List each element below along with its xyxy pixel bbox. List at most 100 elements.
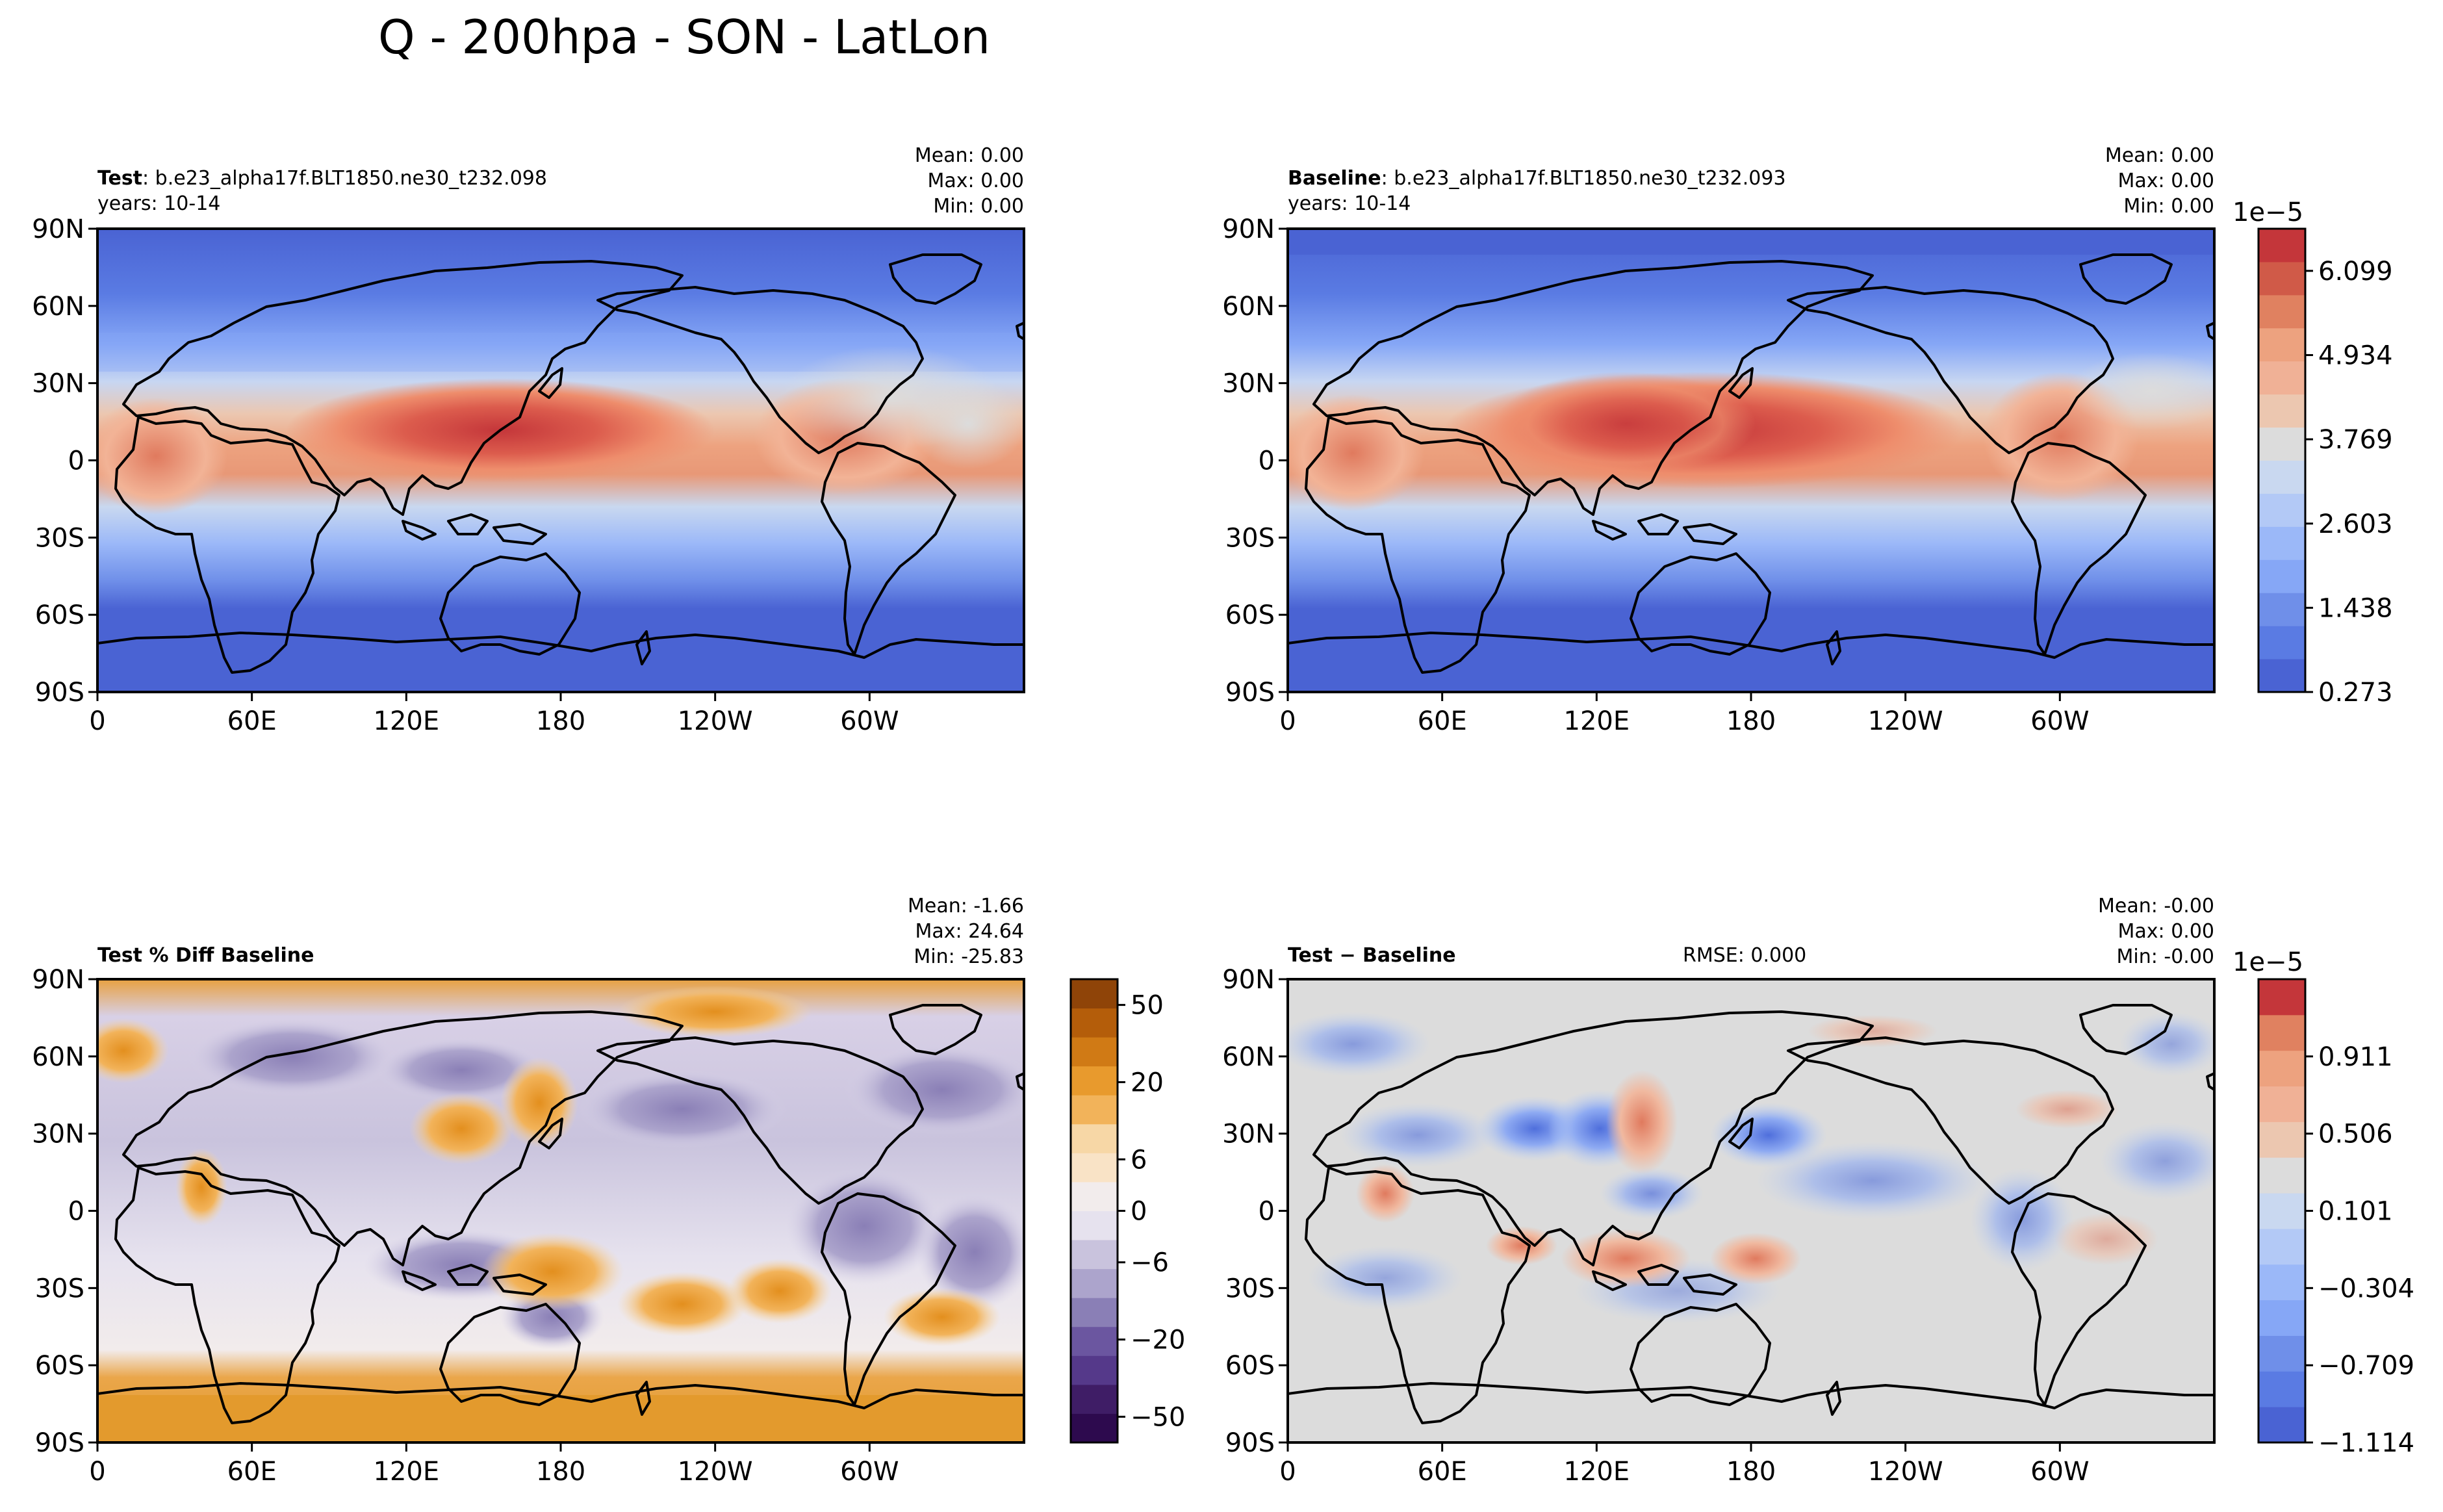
panel-pct-diff: Test % Diff Baseline Mean: -1.66 Max: 24… [32,895,1185,1487]
x-tick-label: 60E [1418,706,1467,736]
panel-test: Test: b.e23_alpha17f.BLT1850.ne30_t232.0… [32,144,1025,736]
y-tick-label: 0 [68,446,84,476]
x-tick-label: 120E [1564,706,1630,736]
colorbar-frame [2257,227,2307,693]
colorbar-segment [1071,1037,1118,1067]
colorbar-segment [2258,1157,2305,1194]
x-tick-label: 0 [1279,1457,1296,1487]
y-tick-label: 90N [32,965,84,995]
colorbar-tick-label: 0.101 [2318,1197,2393,1227]
colorbar-segment [2258,361,2305,395]
rmse-label: RMSE: 0.000 [1683,944,1806,967]
panel-title-bold: Baseline [1288,167,1381,190]
colorbar-segment [1071,979,1118,1009]
colorbar-tick-label: 20 [1131,1068,1164,1097]
colorbar: 6.099 4.934 3.769 2.603 1.438 0.273 [2257,227,2393,708]
colorbar-segment [1071,1298,1118,1327]
colorbar-segment [2258,394,2305,428]
colorbar-tick-label: −0.304 [2318,1274,2414,1303]
colorbar-tick-label: 2.603 [2318,509,2393,539]
x-tick-label: 60W [840,1457,899,1487]
stat-max: Max: 0.00 [928,170,1024,192]
x-tick-label: 120E [374,1457,440,1487]
x-tick-label: 0 [1279,706,1296,736]
colorbar-tick-label: 0.506 [2318,1120,2393,1149]
x-tick-label: 0 [89,706,105,736]
map-field [97,229,1024,692]
panel-abs-diff: Test − Baseline RMSE: 0.000 Mean: -0.00 … [1222,895,2414,1487]
colorbar: 0.911 0.506 0.101 −0.304 −0.709 −1.114 [2257,978,2414,1458]
colorbar-segment [2258,1407,2305,1443]
y-tick-label: 60S [1225,600,1275,630]
map-field [1288,979,2214,1442]
y-tick-label: 90N [1222,214,1275,244]
y-tick-label: 90N [1222,965,1275,995]
y-tick-label: 30S [1225,523,1275,553]
colorbar-segment [1071,1095,1118,1125]
y-tick-label: 30N [1222,369,1275,399]
colorbar-segment [1071,1153,1118,1183]
y-tick-label: 30N [1222,1120,1275,1149]
colorbar-tick-label: −50 [1131,1402,1185,1432]
stat-min: Min: -25.83 [914,945,1024,968]
colorbar-segment [2258,229,2305,263]
colorbar-segment [2258,1335,2305,1372]
colorbar-segment [1071,1413,1118,1443]
panel-title-case: : b.e23_alpha17f.BLT1850.ne30_t232.098 [142,167,547,190]
x-tick-label: 180 [1726,1457,1776,1487]
y-tick-label: 60N [32,292,84,322]
stat-mean: Mean: -0.00 [2098,895,2214,917]
x-tick-label: 60W [2030,1457,2089,1487]
y-tick-label: 60N [1222,1042,1275,1072]
panel-title-bold: Test [97,167,142,190]
y-tick-label: 90S [35,678,84,708]
stat-max: Max: 0.00 [2118,170,2214,192]
colorbar-segment [2258,460,2305,494]
panel-subtitle: years: 10-14 [97,192,220,215]
x-tick-label: 60E [1418,1457,1467,1487]
colorbar-segment [1071,1240,1118,1270]
colorbar-segment [2258,1193,2305,1229]
colorbar: 50 20 6 0 −6 −20 −50 [1069,978,1185,1444]
axis-ticks: 0 60E 120E 180 120W 60W 90N 60N 30N 0 30S 60S 90S [32,965,899,1487]
colorbar-tick-label: 6 [1131,1145,1147,1175]
axis-ticks: 0 60E 120E 180 120W 60W 90N 60N 30N 0 30S 60S 90S [32,214,899,736]
colorbar-segment [1071,1123,1118,1153]
x-tick-label: 60E [227,1457,277,1487]
colorbar-tick-label: 3.769 [2318,425,2393,455]
colorbar-segment [2258,626,2305,660]
figure-title: Q - 200hpa - SON - LatLon [378,10,990,64]
colorbar-tick-label: 0.911 [2318,1042,2393,1072]
colorbar-segment [2258,261,2305,296]
stat-min: Min: 0.00 [933,195,1024,218]
x-tick-label: 180 [1726,706,1776,736]
colorbar-segment [1071,1211,1118,1240]
colorbar-segment [2258,1014,2305,1051]
x-tick-label: 120W [1868,1457,1943,1487]
x-tick-label: 60W [840,706,899,736]
y-tick-label: 60S [1225,1351,1275,1381]
x-tick-label: 60W [2030,706,2089,736]
colorbar-tick-label: 1.438 [2318,593,2393,623]
y-tick-label: 30S [35,523,84,553]
y-tick-label: 30N [32,369,84,399]
y-tick-label: 60N [32,1042,84,1072]
colorbar-segment [2258,979,2305,1016]
y-tick-label: 0 [1259,446,1275,476]
colorbar-tick-label: 0 [1131,1197,1147,1227]
x-tick-label: 120W [678,1457,753,1487]
stat-max: Max: 0.00 [2118,920,2214,943]
colorbar-segment [2258,1228,2305,1265]
y-tick-label: 30N [32,1120,84,1149]
panel-title: Baseline: b.e23_alpha17f.BLT1850.ne30_t2… [1288,167,1786,190]
colorbar-segment [1071,1326,1118,1356]
x-tick-label: 120E [1564,1457,1630,1487]
axis-ticks: 0 60E 120E 180 120W 60W 90N 60N 30N 0 30S 60S 90S [1222,965,2089,1487]
panel-baseline: Baseline: b.e23_alpha17f.BLT1850.ne30_t2… [1222,144,2392,736]
colorbar-segment [2258,1264,2305,1301]
y-tick-label: 90N [32,214,84,244]
colorbar-segment [2258,1050,2305,1087]
colorbar-segment [2258,1300,2305,1336]
colorbar-segment [2258,1121,2305,1158]
